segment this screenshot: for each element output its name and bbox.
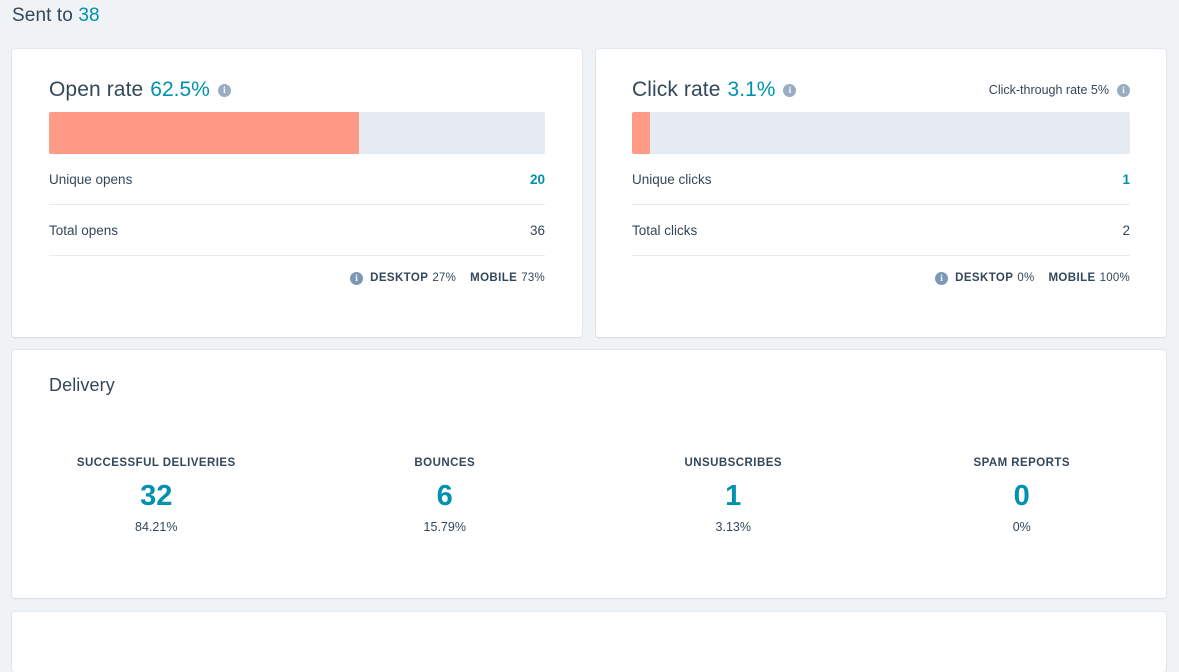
sent-to-count[interactable]: 38 <box>78 5 100 26</box>
stat-row-unique-opens: Unique opens 20 <box>49 154 545 205</box>
open-rate-header: Open rate 62.5% i <box>49 49 545 101</box>
device-name: DESKTOP <box>370 272 429 284</box>
delivery-metric-unsubscribes: UNSUBSCRIBES 1 3.13% <box>589 455 878 536</box>
device-percent: 73% <box>521 272 545 284</box>
delivery-metric-spam-reports: SPAM REPORTS 0 0% <box>878 455 1167 536</box>
open-rate-value: 62.5% <box>150 78 210 101</box>
click-rate-title: Click rate <box>632 78 721 101</box>
device-name: MOBILE <box>470 272 518 284</box>
metric-number[interactable]: 6 <box>436 480 453 512</box>
metric-number[interactable]: 1 <box>725 480 742 512</box>
info-icon[interactable]: i <box>935 271 949 285</box>
stat-row-unique-clicks: Unique clicks 1 <box>632 154 1130 205</box>
page-title-label: Sent to <box>12 5 73 26</box>
click-through-rate-label: Click-through rate 5% <box>988 83 1109 97</box>
metric-label: SUCCESSFUL DELIVERIES <box>76 457 236 469</box>
metric-number[interactable]: 0 <box>1013 480 1030 512</box>
device-percent: 100% <box>1099 272 1130 284</box>
open-rate-title: Open rate <box>49 78 144 101</box>
info-icon[interactable]: i <box>783 83 797 97</box>
info-icon[interactable]: i <box>1117 83 1130 97</box>
click-through-rate: Click-through rate 5% i <box>989 83 1130 97</box>
stat-value[interactable]: 20 <box>529 171 545 187</box>
metric-percent: 84.21% <box>135 520 178 534</box>
stat-label: Unique clicks <box>632 171 712 187</box>
metric-number[interactable]: 32 <box>140 480 173 512</box>
device-segment-mobile: MOBILE 100% <box>1048 272 1130 284</box>
metric-label: BOUNCES <box>414 457 476 469</box>
delivery-card: Delivery SUCCESSFUL DELIVERIES 32 84.21%… <box>12 350 1166 598</box>
delivery-title: Delivery <box>49 375 115 395</box>
stat-value: 36 <box>529 222 545 238</box>
device-name: MOBILE <box>1048 272 1096 284</box>
stat-value[interactable]: 1 <box>1122 171 1130 187</box>
device-percent: 27% <box>432 272 457 284</box>
metric-label: SPAM REPORTS <box>973 457 1071 469</box>
delivery-metric-bounces: BOUNCES 6 15.79% <box>301 455 590 536</box>
open-rate-content: Open rate 62.5% i Unique opens 20 Total … <box>12 49 582 300</box>
stat-value: 2 <box>1122 222 1130 238</box>
device-segment-desktop: DESKTOP 27% <box>370 272 456 284</box>
device-segment-mobile: MOBILE 73% <box>470 272 545 284</box>
info-icon[interactable]: i <box>350 271 364 285</box>
open-rate-progress-fill <box>49 112 359 154</box>
click-rate-header: Click rate 3.1% i Click-through rate 5% … <box>632 49 1130 101</box>
click-rate-card: Click rate 3.1% i Click-through rate 5% … <box>596 49 1166 337</box>
click-rate-progress-track <box>632 112 1130 154</box>
info-icon[interactable]: i <box>217 83 231 97</box>
stat-row-total-clicks: Total clicks 2 <box>632 205 1130 256</box>
click-rate-content: Click rate 3.1% i Click-through rate 5% … <box>596 49 1166 300</box>
stat-label: Total clicks <box>632 222 698 238</box>
open-device-breakdown: i DESKTOP 27% MOBILE 73% <box>49 256 545 300</box>
delivery-metrics: SUCCESSFUL DELIVERIES 32 84.21% BOUNCES … <box>12 455 1166 536</box>
device-name: DESKTOP <box>955 272 1014 284</box>
metric-percent: 15.79% <box>423 520 466 534</box>
click-rate-progress-fill <box>632 112 650 154</box>
metric-label: UNSUBSCRIBES <box>684 457 782 469</box>
stat-label: Unique opens <box>49 171 133 187</box>
metric-percent: 0% <box>1012 520 1031 534</box>
delivery-metric-successful-deliveries: SUCCESSFUL DELIVERIES 32 84.21% <box>12 455 301 536</box>
device-percent: 0% <box>1017 272 1035 284</box>
click-rate-value: 3.1% <box>727 78 776 101</box>
page-title: Sent to 38 <box>12 5 100 27</box>
next-card-partial <box>12 612 1166 672</box>
click-device-breakdown: i DESKTOP 0% MOBILE 100% <box>632 256 1130 300</box>
metric-percent: 3.13% <box>715 520 751 534</box>
open-rate-progress-track <box>49 112 545 154</box>
stat-row-total-opens: Total opens 36 <box>49 205 545 256</box>
open-rate-card: Open rate 62.5% i Unique opens 20 Total … <box>12 49 582 337</box>
stat-label: Total opens <box>49 222 119 238</box>
device-segment-desktop: DESKTOP 0% <box>955 272 1034 284</box>
